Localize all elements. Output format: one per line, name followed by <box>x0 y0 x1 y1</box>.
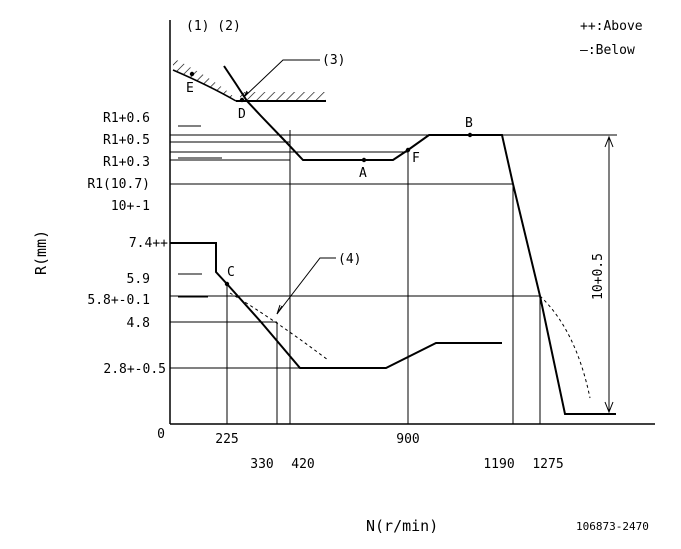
x-label-420: 420 <box>291 457 314 472</box>
hatched-stop-curve-edge <box>172 69 237 102</box>
hatched-stop-region-curve <box>173 58 238 101</box>
callout-leaders <box>178 59 336 315</box>
full-load-rack-curve <box>223 65 616 415</box>
callout-4: (4) <box>338 252 361 267</box>
point-label-a: A <box>359 166 367 181</box>
y-label-r1-03: R1+0.3 <box>103 155 150 170</box>
x-label-330: 330 <box>250 457 273 472</box>
hatched-stop-region-flat <box>240 92 326 101</box>
y-label-r1-107: R1(10.7) <box>87 177 150 192</box>
y-axis-labels: R1+0.6 R1+0.5 R1+0.3 R1(10.7) 10+-1 7.4+… <box>87 111 168 442</box>
legend-above: ++:Above <box>580 19 643 34</box>
y-label-r48: 4.8 <box>127 316 150 331</box>
vertical-reference-lines <box>226 130 541 424</box>
y-label-r1-06: R1+0.6 <box>103 111 150 126</box>
y-label-r74: 7.4++ <box>129 236 168 251</box>
horizontal-reference-lines <box>170 134 617 369</box>
y-label-r59: 5.9 <box>127 272 150 287</box>
point-label-f: F <box>412 151 420 166</box>
x-label-1190: 1190 <box>483 457 514 472</box>
point-label-b: B <box>465 116 473 131</box>
point-label-c: C <box>227 265 235 280</box>
x-label-1275: 1275 <box>532 457 563 472</box>
y-label-r0: 0 <box>157 427 165 442</box>
callout-3: (3) <box>322 53 345 68</box>
dimension-label: 10+0.5 <box>591 253 606 300</box>
dimension-arrow <box>604 135 614 414</box>
dashed-curve-lower <box>229 292 329 361</box>
point-label-e: E <box>186 81 194 96</box>
y-label-r1-05: R1+0.5 <box>103 133 150 148</box>
idle-rack-curve <box>170 242 502 369</box>
y-label-r10: 10+-1 <box>111 199 150 214</box>
legend-below: —:Below <box>580 43 635 58</box>
reference-number: 106873-2470 <box>576 520 649 533</box>
y-label-r28: 2.8+-0.5 <box>103 362 166 377</box>
x-axis-labels: 225 330 420 900 1190 1275 <box>215 432 563 472</box>
y-label-r58: 5.8+-0.1 <box>87 293 150 308</box>
point-label-d: D <box>238 107 246 122</box>
curve-markers: (1) (2) <box>186 19 241 34</box>
y-axis-title: R(mm) <box>32 230 50 275</box>
x-axis-title: N(r/min) <box>366 517 438 535</box>
x-label-900: 900 <box>396 432 419 447</box>
dashed-curve-right <box>539 295 591 399</box>
x-label-225: 225 <box>215 432 238 447</box>
point-markers <box>189 71 473 287</box>
